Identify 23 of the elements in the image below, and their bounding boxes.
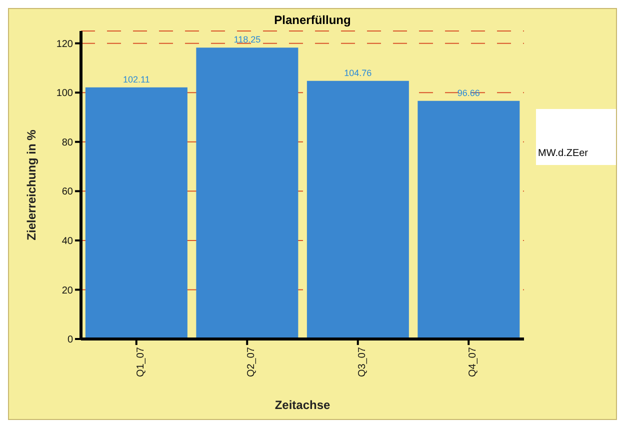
data-label: 102.11 — [123, 74, 150, 84]
data-label: 96.66 — [457, 88, 480, 98]
y-tick-label: 20 — [62, 285, 74, 296]
text: MW.d.ZEer — [536, 109, 616, 165]
x-tick-label: Q1_07 — [135, 346, 146, 378]
y-tick-label: 100 — [56, 88, 74, 100]
chart-title: Planerfüllung — [273, 13, 352, 27]
y-tick-label: 60 — [62, 186, 74, 198]
x-tick-label: Q3_07 — [356, 346, 368, 378]
x-tick-label: Q4_07 — [468, 346, 479, 378]
y-tick-label: 0 — [67, 334, 74, 346]
bar — [196, 48, 298, 339]
bar — [306, 80, 409, 339]
data-label: 104.76 — [344, 68, 372, 78]
bar — [85, 87, 188, 339]
data-label: 118.25 — [234, 34, 261, 45]
y-axis-title: Zielerreichung in % — [24, 129, 38, 240]
x-tick-label: Q2_07 — [246, 346, 258, 378]
y-tick-label: 80 — [62, 137, 74, 148]
y-tick-label: 40 — [62, 236, 74, 247]
y-tick-label: 120 — [56, 38, 74, 50]
x-axis-title: Zeitachse — [274, 398, 331, 412]
bar — [418, 100, 520, 339]
